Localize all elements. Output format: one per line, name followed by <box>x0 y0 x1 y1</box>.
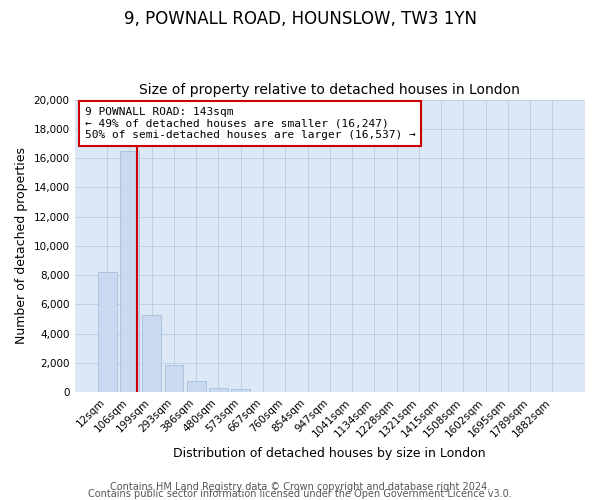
Bar <box>187 382 206 392</box>
Bar <box>120 151 139 392</box>
Text: Contains public sector information licensed under the Open Government Licence v3: Contains public sector information licen… <box>88 489 512 499</box>
Bar <box>209 388 228 392</box>
Bar <box>98 272 116 392</box>
Text: 9 POWNALL ROAD: 143sqm
← 49% of detached houses are smaller (16,247)
50% of semi: 9 POWNALL ROAD: 143sqm ← 49% of detached… <box>85 107 416 140</box>
Y-axis label: Number of detached properties: Number of detached properties <box>15 148 28 344</box>
Title: Size of property relative to detached houses in London: Size of property relative to detached ho… <box>139 83 520 97</box>
Bar <box>164 365 184 392</box>
Text: 9, POWNALL ROAD, HOUNSLOW, TW3 1YN: 9, POWNALL ROAD, HOUNSLOW, TW3 1YN <box>124 10 476 28</box>
X-axis label: Distribution of detached houses by size in London: Distribution of detached houses by size … <box>173 447 486 460</box>
Bar <box>231 390 250 392</box>
Bar <box>142 314 161 392</box>
Text: Contains HM Land Registry data © Crown copyright and database right 2024.: Contains HM Land Registry data © Crown c… <box>110 482 490 492</box>
